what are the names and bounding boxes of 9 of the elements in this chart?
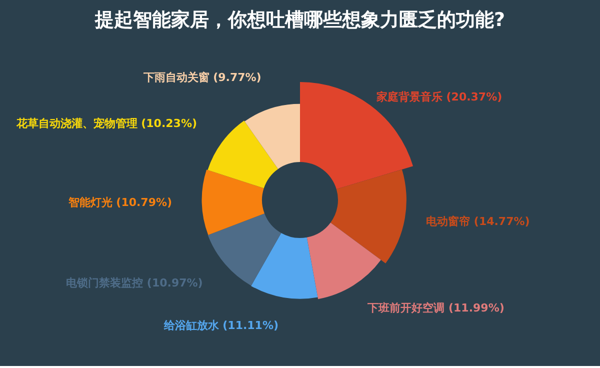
slice-label: 下班前开好空调 (11.99%) bbox=[366, 302, 504, 315]
slice-label: 下雨自动关窗 (9.77%) bbox=[142, 70, 262, 84]
slice-label: 电锁门禁装监控 (10.97%) bbox=[66, 276, 203, 290]
slice-label: 给浴缸放水 (11.11%) bbox=[162, 319, 279, 332]
slice-label: 家庭背景音乐 (20.37%) bbox=[375, 90, 502, 104]
slice-label: 智能灯光 (10.79%) bbox=[67, 196, 172, 210]
chart-title: 提起智能家居，你想吐槽哪些想象力匮乏的功能? bbox=[94, 9, 506, 31]
slice-label: 花草自动浇灌、宠物管理 (10.23%) bbox=[15, 117, 197, 130]
slice-label: 电动窗帘 (14.77%) bbox=[426, 215, 530, 228]
